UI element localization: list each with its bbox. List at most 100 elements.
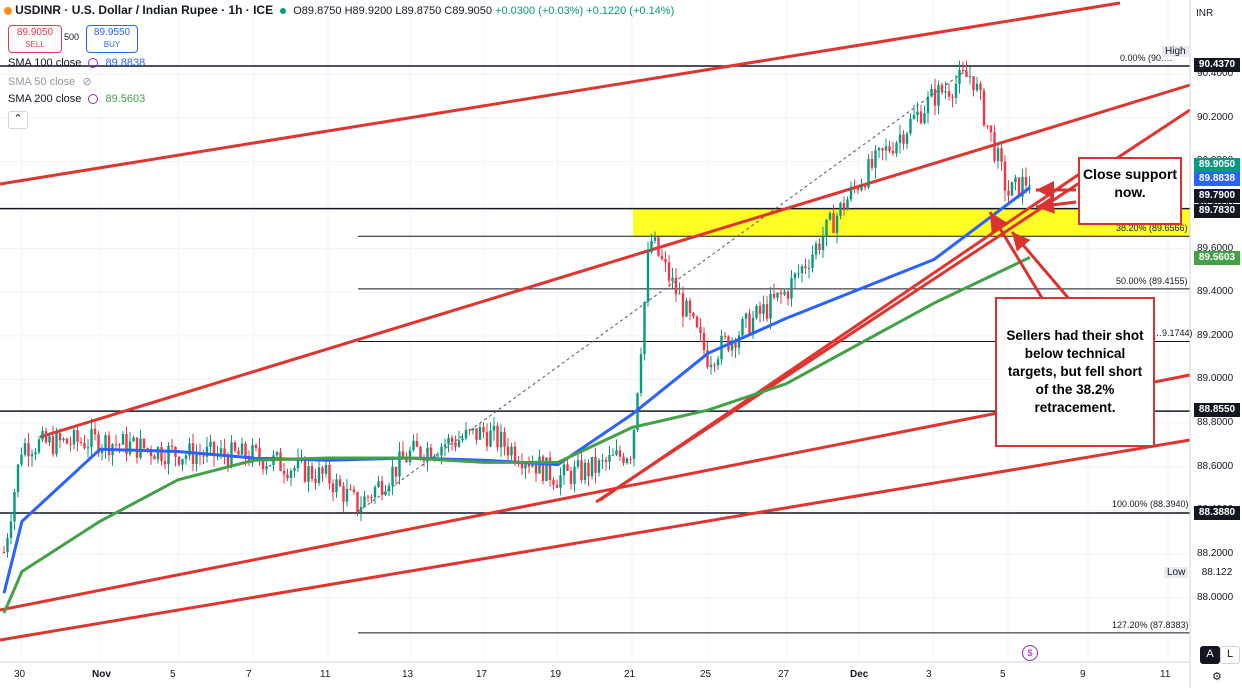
x-tick-label: 25 [700,669,712,680]
candle-body [951,96,954,98]
candle-body [27,443,30,457]
candle-body [282,470,286,475]
candle-body [856,187,860,191]
auto-scale-button[interactable]: A [1200,646,1220,664]
x-tick-label: 19 [550,669,562,680]
candle-body [608,455,611,462]
candle-body [342,486,345,502]
candle-body [587,462,590,477]
settings-icon[interactable] [88,94,99,105]
candle-body [30,454,34,457]
sma200-value: 89.5603 [105,93,146,105]
candle-body [842,202,846,210]
candle-body [349,488,352,490]
candle-body [482,427,485,433]
candle-body [779,292,783,295]
symbol-title[interactable]: USDINR · U.S. Dollar / Indian Rupee · 1h… [15,3,274,17]
candle-body [790,278,793,299]
candle-body [219,448,223,454]
plot-area[interactable] [0,0,1190,662]
buy-label: BUY [103,40,121,49]
sell-button[interactable]: 89.9050 SELL [8,25,62,53]
candle-body [223,448,226,457]
sma50-legend[interactable]: SMA 50 close ⊘ [8,75,92,88]
candle-body [321,467,324,474]
settings-icon[interactable] [88,58,99,69]
candle-body [37,439,41,453]
candle-body [125,434,128,455]
candle-body [688,300,692,313]
candle-body [884,146,888,151]
candle-body [492,425,496,431]
candle-body [384,491,387,495]
candle-body [1000,148,1003,162]
candle-body [310,466,314,479]
eye-crossed-icon[interactable]: ⊘ [82,76,92,88]
candle-body [716,359,720,366]
candle-body [706,350,709,368]
price-tag: 89.9050 [1194,158,1240,172]
candle-body [972,76,975,91]
candle-body [51,436,55,455]
candle-body [643,302,646,355]
candle-body [153,456,156,460]
candle-body [545,457,548,481]
candle-body [370,496,373,498]
candle-body [1007,190,1010,196]
chevron-up-icon: ⌃ [13,113,23,125]
candle-body [657,237,660,256]
x-tick-label: 21 [624,669,636,680]
candle-body [345,488,349,502]
y-tick-label: 88.8000 [1197,417,1234,429]
candle-body [20,454,23,465]
y-tick-label: 89.4000 [1197,286,1234,298]
sma200-line [2,255,1031,614]
candle-body [352,489,356,493]
candle-body [916,111,919,116]
x-tick-label: 7 [246,669,252,680]
ohlc-values: O89.8750 H89.9200 L89.8750 C89.9050 [293,5,492,17]
sma200-legend[interactable]: SMA 200 close 89.5603 [8,93,145,105]
candle-body [13,491,16,522]
candle-body [324,464,328,474]
candle-body [734,340,737,348]
candle-body [387,485,391,492]
candle-body [835,215,839,233]
candle-body [209,441,212,447]
price-tag: 89.8838 [1194,172,1240,186]
buy-button[interactable]: 89.9550 BUY [86,25,138,53]
collapse-legend-button[interactable]: ⌃ [8,111,28,129]
candle-body [62,438,65,441]
fib-label: 50.00% (89.4155) [1116,275,1188,286]
candle-body [1014,177,1017,183]
candle-body [909,118,912,134]
candle-body [72,430,76,445]
settings-icon[interactable]: ⚙ [1212,671,1222,683]
candle-body [9,521,13,538]
candle-body [499,431,503,448]
close-support-callout: Close support now. [1078,157,1182,225]
event-icon[interactable]: $ [1022,645,1038,661]
candle-body [979,83,982,91]
candle-body [940,84,944,93]
log-scale-button[interactable]: L [1220,646,1240,664]
sma100-legend[interactable]: SMA 100 close 89.8838 [8,57,145,69]
candle-body [646,252,650,303]
candle-body [156,447,160,460]
currency-label[interactable]: INR [1196,8,1214,19]
candle-body [678,293,681,295]
candle-body [744,313,748,319]
candle-body [408,450,412,463]
buy-price: 89.9550 [93,27,131,38]
candle-body [569,470,573,484]
candle-body [314,478,317,483]
candle-body [419,446,422,458]
candle-body [58,432,62,441]
candle-body [139,438,142,458]
candle-body [804,266,807,269]
candle-body [69,443,72,445]
candle-body [982,90,986,126]
candle-body [489,430,492,447]
candle-body [1021,176,1024,197]
